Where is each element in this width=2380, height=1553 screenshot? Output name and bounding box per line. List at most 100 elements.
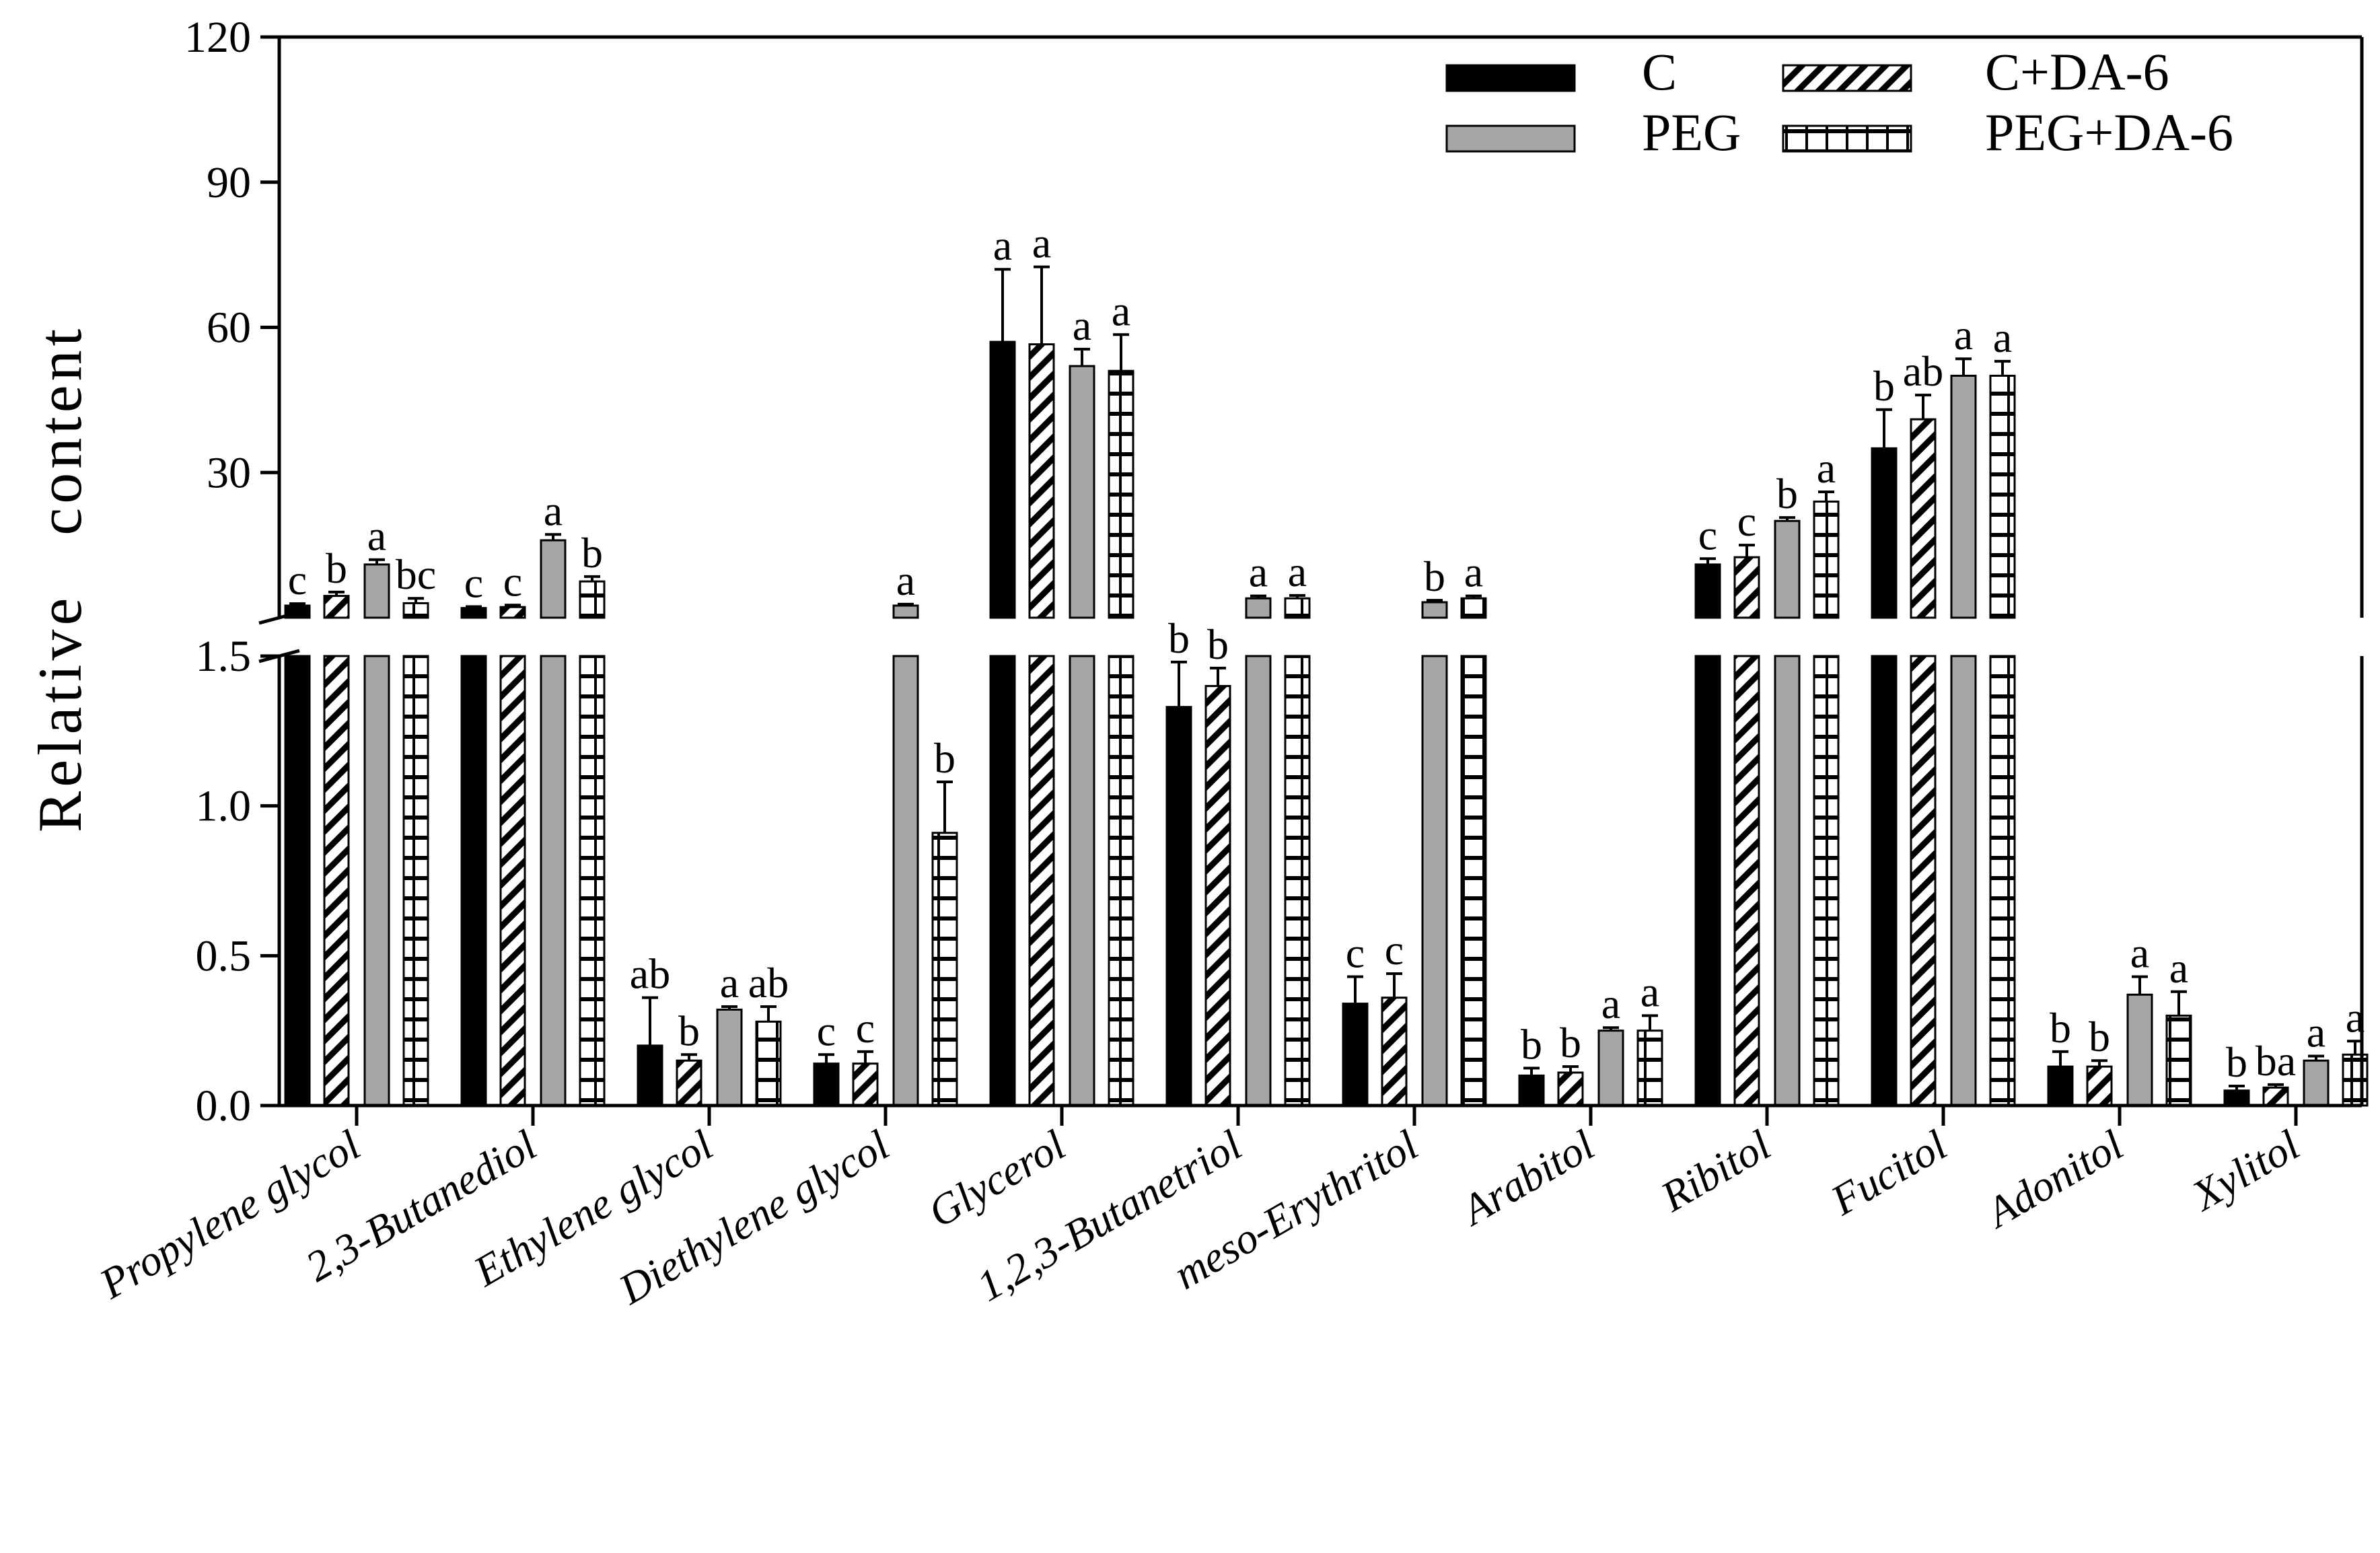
significance-letter: c bbox=[856, 1004, 875, 1052]
bar-upper-PEG-9 bbox=[1950, 374, 1977, 619]
bar-upper-PEG-6 bbox=[1421, 601, 1448, 619]
bar-upper-PEG-1 bbox=[540, 539, 567, 619]
bar-C-5 bbox=[1165, 706, 1192, 1107]
bar-lower-PEG-0 bbox=[363, 655, 390, 1107]
error-bar bbox=[2132, 975, 2148, 995]
bar-lower-C+DA-6-1 bbox=[499, 655, 526, 1107]
significance-letter: a bbox=[1601, 980, 1620, 1027]
bar-upper-C-9 bbox=[1871, 447, 1898, 619]
bar-upper-C+DA-6-9 bbox=[1910, 418, 1937, 619]
bar-C+DA-6-7 bbox=[1557, 1071, 1584, 1107]
error-bar bbox=[1523, 1067, 1540, 1076]
error-bar bbox=[1562, 1065, 1579, 1073]
bar-lower-C+DA-6-8 bbox=[1733, 655, 1760, 1107]
bar-C+DA-6-3 bbox=[852, 1062, 879, 1107]
significance-letter: a bbox=[1954, 311, 1973, 359]
significance-letter: ba bbox=[2256, 1037, 2296, 1085]
legend-item: PEG+DA-6 bbox=[1782, 103, 2233, 161]
bar-C+DA-6-2 bbox=[676, 1059, 702, 1107]
significance-letter: a bbox=[2169, 944, 2188, 992]
bar-lower-C-0 bbox=[284, 655, 311, 1107]
error-bar bbox=[681, 1053, 697, 1061]
significance-letter: b bbox=[2226, 1038, 2247, 1086]
error-bar bbox=[2091, 1059, 2107, 1067]
x-category-label: Xylitol bbox=[2182, 1121, 2307, 1221]
significance-letter: a bbox=[367, 512, 386, 560]
error-bar bbox=[1818, 491, 1834, 502]
error-bar bbox=[1700, 557, 1716, 565]
significance-letter: a bbox=[1073, 301, 1091, 349]
bar-C+DA-6-11 bbox=[2262, 1086, 2289, 1107]
significance-letter: a bbox=[1032, 219, 1051, 267]
error-bar bbox=[857, 1050, 873, 1064]
significance-letter: c bbox=[1385, 926, 1404, 974]
bar-C+DA-6-6 bbox=[1381, 997, 1408, 1107]
error-bar bbox=[760, 1005, 777, 1022]
bar-PEG+DA-6-10 bbox=[2165, 1014, 2192, 1107]
bar-lower-C-9 bbox=[1871, 655, 1898, 1107]
bar-upper-PEG+DA-6-0 bbox=[402, 602, 429, 619]
significance-letter: c bbox=[464, 558, 483, 606]
axis-break-mark bbox=[258, 610, 300, 625]
significance-letter: b bbox=[581, 529, 603, 577]
significance-letter: a bbox=[1817, 444, 1836, 492]
bar-upper-C-4 bbox=[989, 340, 1016, 619]
significance-letter: b bbox=[326, 544, 347, 592]
error-bar bbox=[1739, 544, 1755, 558]
bar-C-10 bbox=[2047, 1065, 2074, 1107]
legend-item: PEG bbox=[1445, 103, 1741, 161]
bar-upper-PEG+DA-6-6 bbox=[1460, 597, 1487, 619]
bar-lower-C+DA-6-9 bbox=[1910, 655, 1937, 1107]
error-bar bbox=[505, 604, 521, 608]
error-bar bbox=[721, 1005, 737, 1010]
significance-letter: ab bbox=[748, 959, 789, 1007]
legend-label: C bbox=[1642, 42, 1677, 101]
error-bar bbox=[1603, 1026, 1619, 1031]
error-bar bbox=[995, 268, 1011, 342]
bar-upper-C-1 bbox=[460, 607, 487, 619]
bar-lower-C+DA-6-0 bbox=[323, 655, 350, 1107]
significance-letter: b bbox=[1560, 1019, 1581, 1067]
error-bar bbox=[818, 1053, 834, 1064]
significance-letter: a bbox=[1249, 548, 1268, 596]
bar-lower-PEG+DA-6-8 bbox=[1813, 655, 1840, 1107]
error-bar bbox=[1386, 972, 1402, 998]
bar-lower-PEG-9 bbox=[1950, 655, 1977, 1107]
bars-layer bbox=[284, 340, 2369, 1107]
significance-letter: ab bbox=[630, 950, 670, 998]
significance-letter: b bbox=[934, 734, 955, 782]
error-bars-layer bbox=[289, 265, 2363, 1091]
y-tick-label: 30 bbox=[207, 448, 251, 497]
significance-letter: a bbox=[1112, 287, 1130, 334]
y-tick-label: 0.0 bbox=[196, 1081, 252, 1130]
significance-letter: a bbox=[720, 959, 739, 1007]
significance-letter: c bbox=[1346, 929, 1365, 977]
error-bar bbox=[1034, 265, 1050, 345]
bar-upper-PEG-5 bbox=[1245, 597, 1272, 619]
bar-lower-PEG-1 bbox=[540, 655, 567, 1107]
bar-lower-C-4 bbox=[989, 655, 1016, 1107]
error-bar bbox=[1994, 359, 2011, 376]
bar-upper-PEG-8 bbox=[1774, 519, 1801, 619]
significance-letter: b bbox=[2089, 1013, 2110, 1060]
legend-label: C+DA-6 bbox=[1985, 42, 2169, 101]
significance-letter: a bbox=[1640, 968, 1659, 1015]
bar-PEG+DA-6-7 bbox=[1636, 1030, 1663, 1107]
bar-PEG-10 bbox=[2126, 993, 2153, 1107]
error-bar bbox=[1289, 593, 1305, 599]
error-bar bbox=[466, 605, 482, 608]
significance-letter: a bbox=[2130, 929, 2149, 977]
error-bar bbox=[1779, 516, 1795, 521]
significance-letter: b bbox=[1776, 470, 1798, 517]
error-bar bbox=[642, 996, 658, 1046]
error-bar bbox=[1955, 357, 1972, 376]
significance-letter: c bbox=[1737, 497, 1756, 545]
significance-letter: b bbox=[1521, 1020, 1542, 1068]
bar-lower-PEG+DA-6-9 bbox=[1989, 655, 2016, 1107]
error-bar bbox=[1074, 347, 1090, 367]
bar-PEG-11 bbox=[2303, 1059, 2330, 1107]
significance-letter: c bbox=[1698, 511, 1717, 558]
error-bar bbox=[2268, 1083, 2284, 1088]
bar-upper-PEG+DA-6-5 bbox=[1284, 597, 1311, 619]
